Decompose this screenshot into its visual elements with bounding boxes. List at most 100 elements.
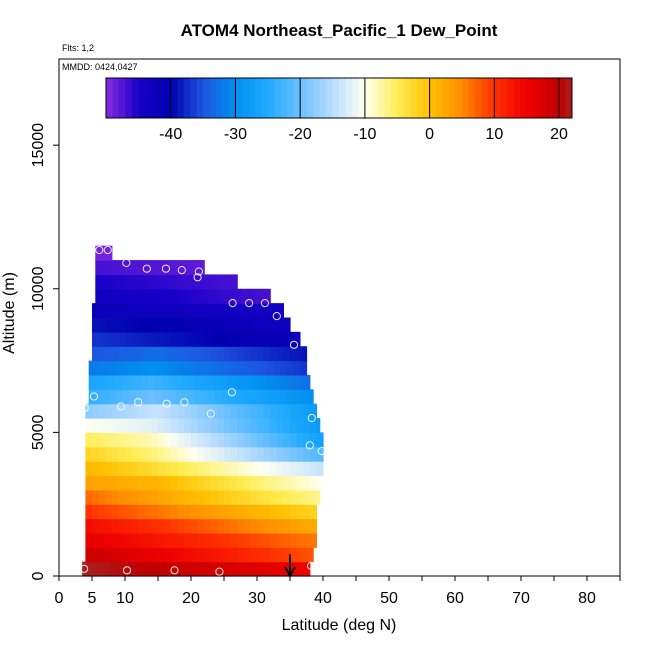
colorbar-segment (533, 78, 541, 118)
heatmap-cell (115, 274, 123, 290)
heatmap-cell (260, 561, 268, 577)
heatmap-cell (224, 518, 232, 534)
heatmap-cell (276, 504, 284, 520)
x-tick-label: 10 (116, 590, 134, 607)
heatmap-cell (131, 418, 139, 433)
heatmap-cell (148, 374, 156, 390)
observation-point (245, 299, 254, 308)
heatmap-cell (161, 260, 169, 276)
heatmap-cell (299, 360, 308, 376)
heatmap-cell (98, 418, 106, 433)
heatmap-cell (210, 331, 218, 347)
heatmap-cell (230, 418, 238, 433)
heatmap-cell (257, 547, 265, 563)
heatmap-cell (181, 374, 189, 390)
heatmap-cell (121, 360, 129, 376)
colorbar-segment (157, 78, 165, 118)
heatmap-cell (138, 489, 146, 505)
heatmap-cell (151, 504, 159, 520)
y-tick-label: 15000 (30, 123, 47, 168)
heatmap-cell (181, 360, 189, 376)
colorbar-segment (151, 78, 159, 118)
heatmap-cell (210, 518, 218, 534)
heatmap-cell (283, 446, 291, 462)
heatmap-cell (141, 274, 149, 290)
observation-point (272, 312, 281, 321)
heatmap-cell (141, 288, 149, 304)
heatmap-cell (309, 461, 317, 477)
heatmap-cell (177, 432, 185, 448)
heatmap-cell (125, 432, 133, 448)
heatmap-cell (164, 403, 172, 419)
heatmap-cell (154, 389, 162, 405)
heatmap-cell (266, 374, 275, 390)
heatmap-cell (98, 303, 106, 319)
heatmap-cell (174, 288, 182, 304)
heatmap-cell (250, 418, 258, 433)
heatmap-cell (154, 260, 162, 276)
heatmap-cell (144, 303, 152, 319)
heatmap-cell (131, 475, 139, 491)
heatmap-cell (290, 446, 298, 462)
colorbar-segment (487, 78, 495, 118)
colorbar-segment (209, 78, 217, 118)
observation-point (134, 398, 143, 407)
heatmap-cell (276, 346, 284, 362)
heatmap-cell (303, 489, 311, 505)
heatmap-cell (303, 504, 311, 520)
heatmap-cell (171, 475, 179, 491)
heatmap-cell (214, 374, 222, 390)
heatmap-cell (204, 461, 212, 477)
colorbar-segment (552, 78, 560, 118)
heatmap-cell (204, 303, 212, 319)
heatmap-cell (210, 346, 218, 362)
heatmap-cell (105, 432, 113, 448)
heatmap-cell (247, 360, 255, 376)
heatmap-cell (125, 489, 133, 505)
heatmap-cell (224, 432, 232, 448)
heatmap-cell (184, 475, 192, 491)
heatmap-cell (92, 504, 100, 520)
heatmap-cell (290, 432, 298, 448)
heatmap-cell (141, 360, 149, 376)
heatmap-cell (138, 446, 146, 462)
heatmap-cell (210, 317, 218, 333)
heatmap-cell (111, 446, 119, 462)
heatmap-cell (164, 418, 172, 433)
heatmap-cell (151, 317, 159, 333)
colorbar-segment (546, 78, 554, 118)
heatmap-cell (161, 288, 169, 304)
heatmap-cell (250, 403, 258, 419)
heatmap-cell (101, 288, 110, 304)
colorbar-segment (481, 78, 489, 118)
heatmap-cell (230, 446, 238, 462)
heatmap-cell (299, 389, 308, 405)
colorbar-segment (442, 78, 450, 118)
heatmap-cell (158, 432, 166, 448)
heatmap-cell (154, 561, 162, 577)
heatmap-cell (125, 317, 133, 333)
observation-point (194, 267, 203, 276)
heatmap-cell (154, 360, 162, 376)
heatmap-cell (125, 446, 133, 462)
heatmap-cell (273, 561, 281, 577)
heatmap-cell (233, 274, 238, 290)
heatmap-cell (306, 561, 311, 577)
heatmap-cell (167, 288, 176, 304)
heatmap-cell (309, 432, 317, 448)
heatmap-cell (293, 360, 301, 376)
heatmap-cell (266, 360, 275, 376)
heatmap-cell (276, 461, 284, 477)
heatmap-cell (220, 274, 228, 290)
heatmap-cell (131, 403, 139, 419)
heatmap-cell (237, 346, 245, 362)
heatmap-cell (118, 432, 126, 448)
heatmap-cell (131, 432, 139, 448)
heatmap-cell (118, 418, 126, 433)
colorbar-segment (203, 78, 211, 118)
colorbar-segment (423, 78, 431, 118)
heatmap-cell (290, 346, 298, 362)
heatmap-cell (115, 389, 123, 405)
heatmap-cell (270, 403, 278, 419)
heatmap-cell (303, 532, 311, 548)
